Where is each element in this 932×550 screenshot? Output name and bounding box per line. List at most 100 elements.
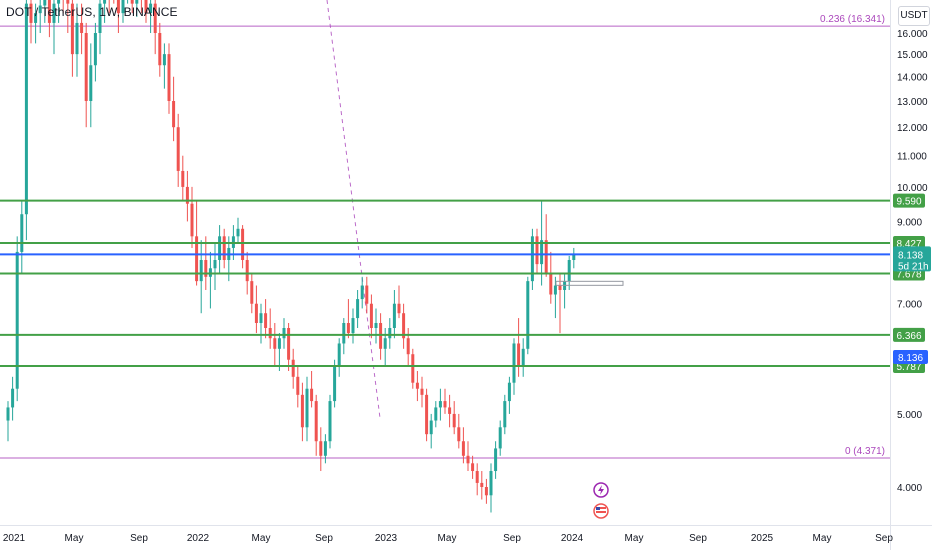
candle xyxy=(360,276,364,309)
svg-text:7.678: 7.678 xyxy=(896,269,921,280)
fib-level-label: 0.236 (16.341) xyxy=(820,14,885,25)
candle xyxy=(346,299,350,339)
candle xyxy=(103,0,107,23)
candle xyxy=(70,0,74,77)
candle xyxy=(66,0,70,33)
candle xyxy=(38,0,42,33)
svg-text:9.590: 9.590 xyxy=(896,197,921,208)
candle xyxy=(144,0,148,23)
x-tick-label: May xyxy=(813,533,832,544)
candle xyxy=(319,427,323,472)
y-tick-label: 14.000 xyxy=(897,73,928,84)
candle xyxy=(213,244,217,290)
candle xyxy=(47,0,51,38)
candle xyxy=(43,0,47,23)
candle xyxy=(254,285,258,334)
fib-level-label: 0 (4.371) xyxy=(845,446,885,457)
trend-line[interactable] xyxy=(326,0,381,419)
candle xyxy=(466,441,470,472)
candle xyxy=(222,228,226,269)
lightning-icon[interactable] xyxy=(593,482,609,498)
symbol-title[interactable]: DOT / TetherUS, 1W, BINANCE xyxy=(6,5,178,19)
candle xyxy=(218,225,222,273)
candle xyxy=(503,394,507,435)
candle xyxy=(282,318,286,349)
candle xyxy=(549,251,553,304)
candle xyxy=(392,289,396,339)
y-tick-label: 13.000 xyxy=(897,97,928,108)
candle xyxy=(149,0,153,33)
candle xyxy=(530,228,534,290)
candle xyxy=(190,186,194,248)
candle xyxy=(176,113,180,187)
x-tick-label: May xyxy=(625,533,644,544)
candle xyxy=(356,289,360,329)
candle xyxy=(323,434,327,464)
candle xyxy=(526,276,530,355)
candle xyxy=(572,247,576,269)
candle xyxy=(277,333,281,372)
plot-area[interactable] xyxy=(0,0,890,513)
candle xyxy=(34,3,38,44)
candle xyxy=(108,0,110,14)
y-tick-label: 15.000 xyxy=(897,50,928,61)
candle xyxy=(369,294,373,339)
candle xyxy=(181,155,185,201)
candle xyxy=(24,0,28,241)
candle xyxy=(420,376,424,408)
candle xyxy=(397,285,401,319)
candle xyxy=(204,236,208,290)
candle xyxy=(20,200,24,273)
candle xyxy=(448,394,452,428)
x-tick-label: Sep xyxy=(315,533,333,544)
level-price-tag: 9.590 xyxy=(893,193,925,208)
candle xyxy=(57,0,61,23)
candle xyxy=(121,0,125,23)
candle xyxy=(29,0,33,44)
us-flag-icon[interactable] xyxy=(593,503,609,519)
candle xyxy=(494,441,498,479)
svg-text:5d 21h: 5d 21h xyxy=(898,261,929,272)
candle xyxy=(521,338,525,377)
candle xyxy=(135,0,139,18)
y-tick-label: 7.000 xyxy=(897,300,922,311)
range-box[interactable] xyxy=(555,280,624,286)
candle xyxy=(406,328,410,366)
candle xyxy=(93,22,97,82)
candle xyxy=(11,376,15,421)
currency-button[interactable]: USDT xyxy=(898,6,930,26)
y-tick-label: 16.000 xyxy=(897,29,928,40)
candle xyxy=(185,170,189,222)
y-tick-label: 12.000 xyxy=(897,123,928,134)
candle xyxy=(489,463,493,513)
candle xyxy=(52,0,56,55)
candle xyxy=(402,303,406,349)
candle xyxy=(208,251,212,309)
candle xyxy=(300,382,304,442)
svg-text:6.366: 6.366 xyxy=(896,331,921,342)
candle xyxy=(507,376,511,414)
x-tick-label: 2025 xyxy=(751,533,774,544)
candle xyxy=(15,236,19,402)
candle xyxy=(434,401,438,428)
candle xyxy=(314,394,318,456)
candle xyxy=(484,478,488,504)
candle xyxy=(127,0,129,4)
candle xyxy=(498,420,502,456)
candle xyxy=(305,376,309,442)
candle xyxy=(535,228,539,273)
candle xyxy=(563,272,567,309)
candle xyxy=(544,214,548,277)
candle xyxy=(475,463,479,496)
candle xyxy=(379,313,383,360)
candle xyxy=(259,303,263,344)
y-tick-label: 10.000 xyxy=(897,183,928,194)
candle xyxy=(287,323,291,372)
candle xyxy=(273,323,277,366)
svg-text:5.787: 5.787 xyxy=(896,362,921,373)
candle xyxy=(241,225,245,269)
candle xyxy=(351,308,355,344)
candle xyxy=(333,359,337,408)
candle xyxy=(62,0,64,14)
